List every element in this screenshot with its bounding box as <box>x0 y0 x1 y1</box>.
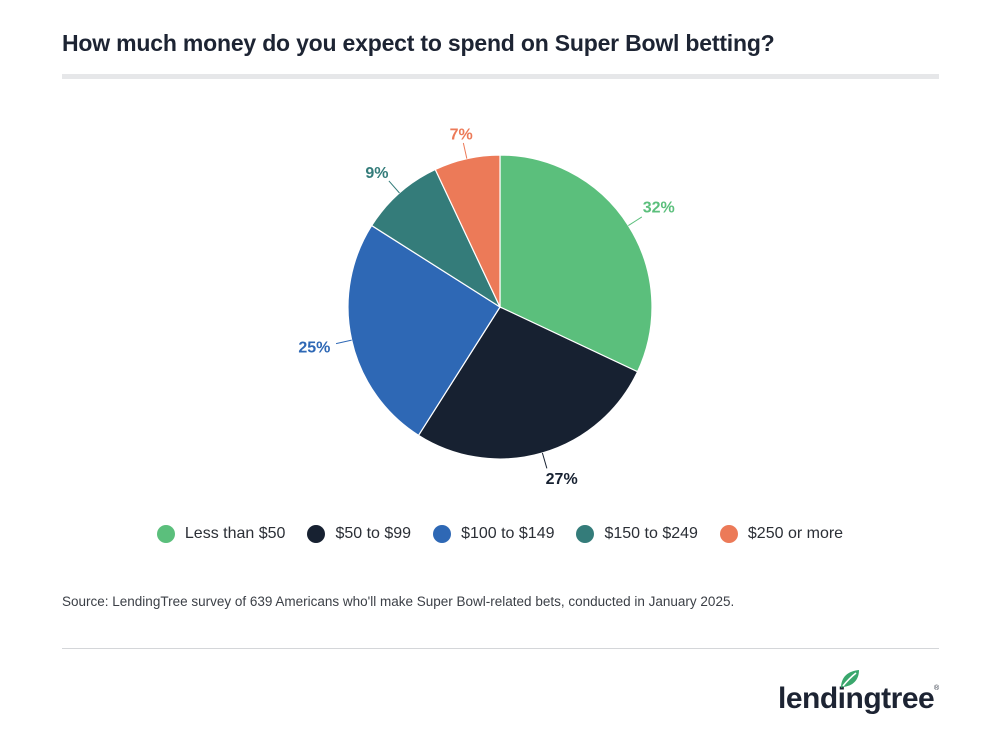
legend-item-50-to-99: $50 to $99 <box>307 525 411 543</box>
lendingtree-logo: lendingtree ® <box>778 670 948 720</box>
legend-swatch <box>156 525 175 543</box>
brand-wordmark: lendingtree <box>778 682 935 715</box>
source-note: Source: LendingTree survey of 639 Americ… <box>62 594 735 609</box>
leader-line <box>628 216 643 226</box>
leader-line <box>541 452 548 469</box>
leader-line <box>388 180 400 194</box>
legend-swatch <box>307 525 326 543</box>
data-label-150-to-249: 9% <box>365 165 388 182</box>
pie-slice-250-or-more <box>434 154 501 308</box>
data-label-250-or-more: 7% <box>450 126 473 143</box>
leaf-icon <box>841 670 859 688</box>
legend-swatch <box>719 525 738 543</box>
registered-mark: ® <box>934 685 940 692</box>
chart-title: How much money do you expect to spend on… <box>62 30 775 56</box>
title-divider <box>62 74 939 79</box>
leader-line <box>462 142 468 159</box>
legend-item-less-than-50: Less than $50 <box>156 525 286 543</box>
leader-line <box>335 339 352 345</box>
legend-item-150-to-249: $150 to $249 <box>576 525 698 543</box>
legend: Less than $50 $50 to $99 $100 to $149 $1… <box>0 525 1000 543</box>
legend-swatch <box>433 525 452 543</box>
legend-label: $250 or more <box>747 525 844 542</box>
legend-item-250-or-more: $250 or more <box>719 525 844 543</box>
pie-chart: 32% 27% 25% 9% 7% <box>298 126 675 488</box>
legend-label: $150 to $249 <box>604 525 698 542</box>
data-label-50-to-99: 27% <box>546 471 578 488</box>
data-label-less-than-50: 32% <box>643 199 675 216</box>
data-label-100-to-149: 25% <box>298 340 330 357</box>
legend-label: Less than $50 <box>184 525 286 542</box>
legend-swatch <box>576 525 595 543</box>
legend-item-100-to-149: $100 to $149 <box>433 525 554 543</box>
legend-label: $50 to $99 <box>335 525 412 542</box>
pie-slice-150-to-249 <box>370 168 502 309</box>
legend-label: $100 to $149 <box>461 525 555 542</box>
footer-divider <box>62 648 939 649</box>
